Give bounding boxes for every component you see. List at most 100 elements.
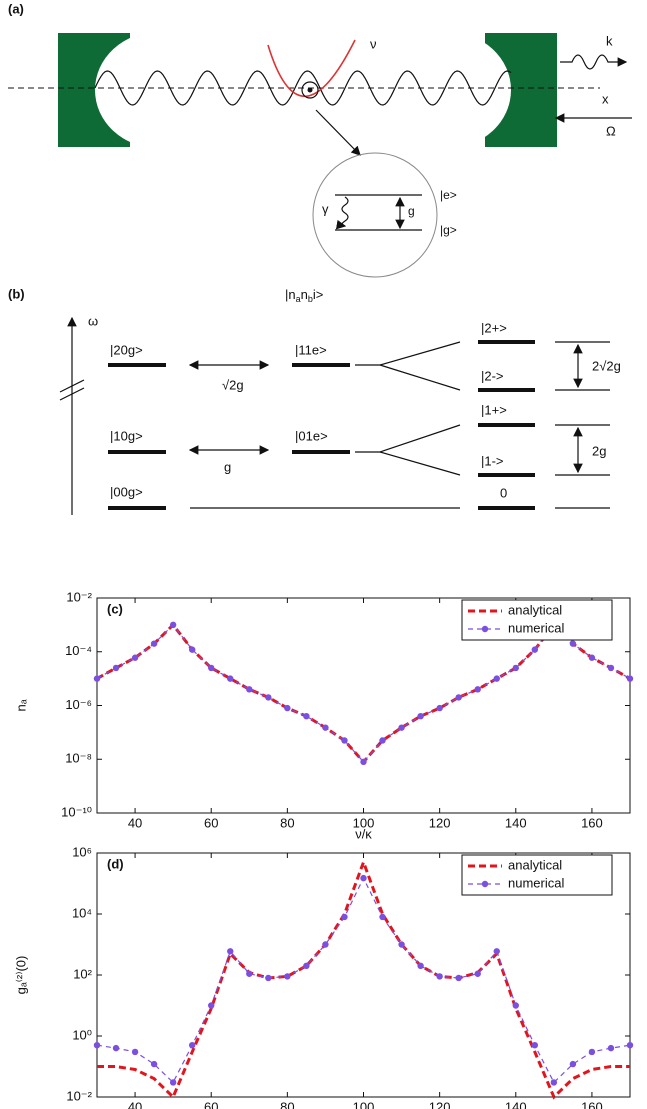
x-tick-label: 100: [353, 815, 375, 830]
marker: [607, 664, 615, 672]
zoom-circle: [312, 152, 438, 278]
y-tick-label: 10⁰: [72, 1027, 92, 1042]
x-axis-label: ν/κ: [355, 826, 372, 841]
panel-label: (c): [107, 601, 123, 616]
basis-label: |nanbi>: [285, 287, 323, 304]
marker: [341, 737, 348, 744]
nu-label: ν: [370, 36, 377, 51]
marker: [284, 973, 291, 980]
level-label: |11e>: [295, 342, 327, 357]
x-tick-label: 160: [581, 815, 603, 830]
decay: [335, 196, 349, 230]
level-label: |2->: [481, 368, 504, 383]
cavity-mode: [94, 70, 512, 106]
x-tick-label: 60: [204, 1099, 218, 1109]
marker: [512, 664, 519, 672]
marker: [531, 646, 539, 653]
level-label: |1+>: [481, 402, 507, 417]
text: a: [296, 294, 301, 304]
level-label: |00g>: [110, 484, 143, 499]
y-tick-label: 10⁻¹⁰: [61, 804, 92, 819]
marker: [436, 973, 443, 980]
marker: [208, 664, 215, 672]
marker: [493, 675, 500, 682]
panel-label: (b): [8, 286, 25, 301]
marker: [569, 1060, 577, 1068]
marker: [303, 962, 310, 970]
marker: [227, 948, 234, 955]
x-tick-label: 120: [429, 1099, 451, 1109]
level-label: |1->: [481, 453, 504, 468]
mirror-cutout: [385, 32, 511, 148]
x-tick-label: 40: [128, 1099, 142, 1109]
series-line: [96, 623, 631, 763]
marker: [131, 654, 139, 661]
marker: [246, 686, 253, 693]
marker: [474, 686, 481, 693]
marker: [150, 1060, 158, 1068]
gamma-label: γ: [322, 201, 329, 216]
text: n: [301, 287, 308, 302]
series-line: [96, 876, 631, 1084]
marker: [436, 704, 443, 712]
text: b: [308, 294, 313, 304]
series-line: [96, 622, 631, 765]
coupling-label: √2g: [222, 377, 244, 392]
y-tick-label: 10⁻²: [66, 589, 92, 604]
legend-label: numerical: [508, 620, 564, 635]
marker: [93, 675, 101, 682]
y-tick-label: 10⁻⁴: [65, 643, 92, 658]
marker: [588, 1048, 596, 1056]
panel-label: (a): [8, 1, 24, 16]
marker: [379, 737, 386, 744]
y-axis-label: nₐ: [13, 699, 28, 711]
marker: [455, 694, 462, 701]
marker: [550, 1079, 558, 1086]
axis-break: [59, 379, 85, 393]
x-label: x: [602, 91, 609, 106]
x-tick-label: 80: [280, 815, 294, 830]
level-label: 0: [500, 485, 507, 500]
y-tick-label: 10⁻²: [66, 1088, 92, 1103]
marker: [626, 675, 634, 682]
marker: [379, 913, 386, 921]
marker: [265, 694, 272, 701]
axis-break: [59, 387, 85, 401]
marker: [626, 1041, 634, 1049]
marker: [398, 941, 405, 948]
text: i>: [313, 287, 323, 302]
marker: [322, 724, 329, 731]
coupling-label: g: [224, 459, 231, 474]
marker: [474, 970, 481, 977]
marker: [417, 712, 424, 720]
output-field: [560, 54, 628, 70]
panel-b: (b) |nanbi> ω √2g g 2√2g 2g |20g> |11e> …: [8, 286, 621, 515]
series-line: [97, 857, 630, 1100]
y-tick-label: 10⁻⁶: [65, 697, 92, 712]
marker: [607, 1044, 615, 1052]
marker: [569, 640, 577, 647]
marker: [341, 913, 348, 921]
x-tick-label: 160: [581, 1099, 603, 1109]
marker: [131, 1048, 139, 1056]
legend-label: analytical: [508, 857, 562, 872]
marker: [265, 974, 272, 982]
marker: [208, 1002, 215, 1009]
legend-marker: [481, 625, 489, 633]
level-label: |01e>: [295, 428, 328, 443]
legend-box: [461, 599, 613, 641]
marker: [398, 724, 405, 731]
y-axis-label: gₐ⁽²⁾(0): [13, 956, 28, 995]
split-label: 2g: [592, 443, 606, 458]
x-tick-label: 140: [505, 815, 527, 830]
marker: [169, 621, 177, 629]
marker: [360, 758, 367, 766]
y-tick-label: 10⁴: [72, 905, 92, 920]
y-tick-label: 10⁻⁸: [65, 751, 92, 766]
k-label: k: [606, 33, 613, 48]
state-label: |g>: [440, 223, 457, 237]
marker: [512, 1002, 519, 1009]
x-tick-label: 140: [505, 1099, 527, 1109]
legend-marker: [481, 880, 489, 888]
state-label: |e>: [440, 188, 457, 202]
